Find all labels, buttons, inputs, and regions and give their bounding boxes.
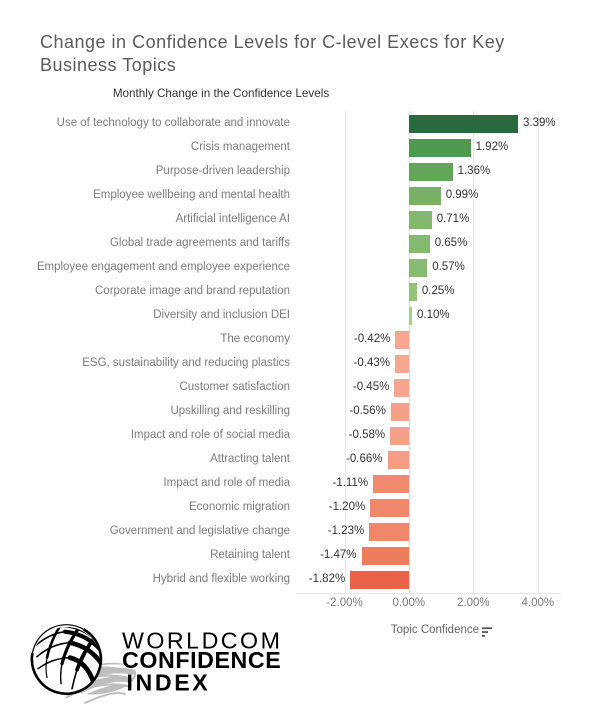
svg-text:INDEX: INDEX — [127, 670, 211, 696]
svg-text:CONFIDENCE: CONFIDENCE — [122, 647, 281, 673]
svg-text:WORLDCOM: WORLDCOM — [122, 628, 282, 654]
